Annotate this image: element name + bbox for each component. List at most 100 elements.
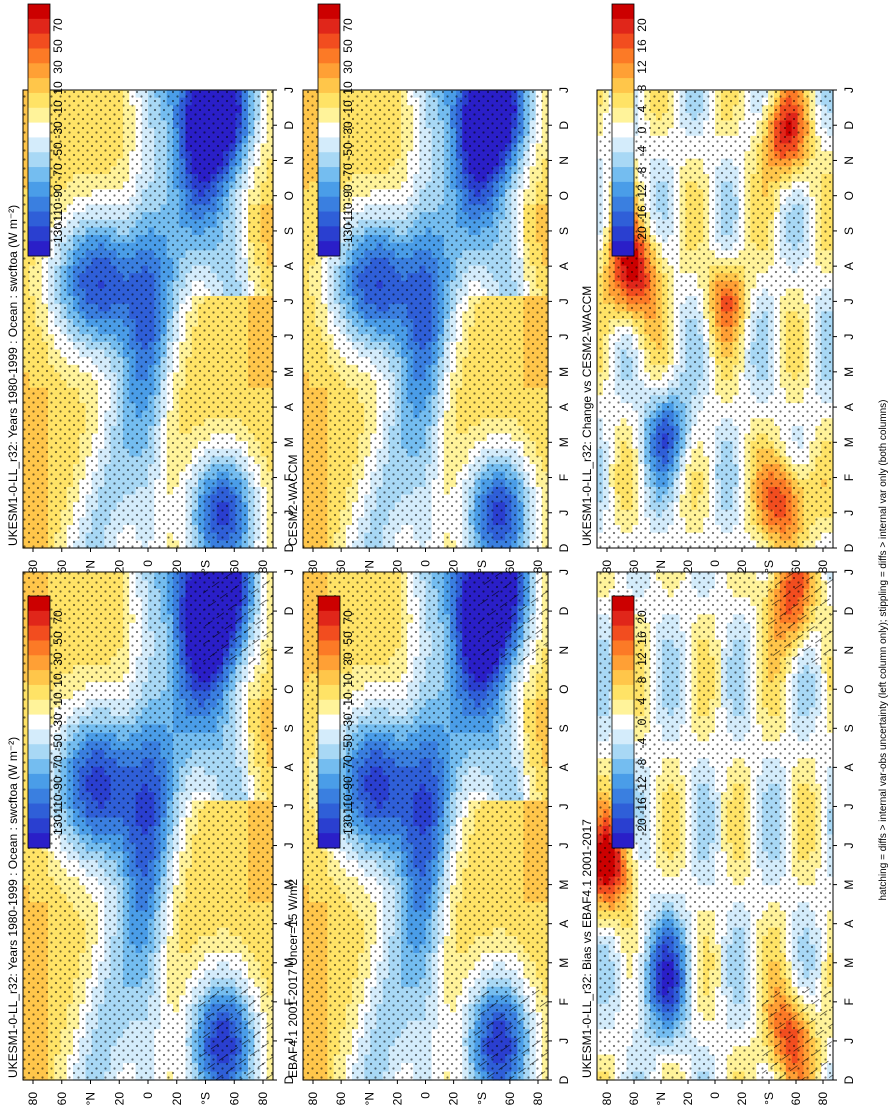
hatching-overlay	[198, 989, 273, 1080]
month-tick-label: N	[282, 156, 296, 165]
colorbar-tick-label: -70	[51, 755, 65, 773]
lat-tick-label: 20	[112, 560, 126, 574]
lat-tick-label: 80	[256, 1092, 270, 1105]
month-tick-label: J	[282, 843, 296, 849]
colorbar-tick-label: -50	[51, 734, 65, 752]
month-tick-label: S	[282, 724, 296, 732]
colorbar-swatch	[28, 640, 50, 655]
hatching-overlay	[203, 572, 273, 663]
colorbar-swatch	[28, 596, 50, 611]
month-tick-label: J	[282, 334, 296, 340]
colorbar-swatch	[28, 78, 50, 93]
colorbar-swatch	[28, 167, 50, 182]
colorbar-tick-label: 30	[51, 652, 65, 666]
colorbar-swatch	[28, 93, 50, 108]
panel-title: UKESM1-0-LL_r32: Years 1980-1999 : Ocean…	[6, 205, 20, 546]
colorbar-swatch	[28, 611, 50, 626]
colorbar-swatch	[28, 759, 50, 774]
colorbar-tick-label: -10	[51, 692, 65, 710]
colorbar-swatch	[28, 108, 50, 123]
month-tick-label: D	[282, 121, 296, 130]
colorbar-swatch	[28, 685, 50, 700]
colorbar-swatch	[28, 19, 50, 34]
colorbar-swatch	[28, 789, 50, 804]
colorbar-swatch	[28, 137, 50, 152]
colorbar-swatch	[28, 48, 50, 63]
colorbar-swatch	[28, 818, 50, 833]
colorbar-swatch	[28, 152, 50, 167]
month-tick-label: A	[282, 262, 296, 270]
colorbar-swatch	[28, 626, 50, 641]
lat-tick-label: 0	[141, 1092, 155, 1099]
colorbar-tick-label: -50	[51, 142, 65, 160]
month-tick-label: J	[282, 803, 296, 809]
colorbar-tick-label: 10	[51, 81, 65, 95]
colorbar-tick-label: -90	[51, 776, 65, 794]
colorbar-tick-label: -90	[51, 184, 65, 202]
colorbar-swatch	[28, 63, 50, 78]
colorbar-tick-label: 70	[51, 610, 65, 624]
panel-title: UKESM1-0-LL_r32: Years 1980-1999 : Ocean…	[6, 737, 20, 1078]
colorbar-tick-label: -130	[51, 815, 65, 839]
lat-tick-label: °S	[199, 1092, 213, 1105]
colorbar-swatch	[28, 34, 50, 49]
colorbar-tick-label: -70	[51, 163, 65, 181]
colorbar-tick-label: 30	[51, 60, 65, 74]
month-tick-label: A	[282, 763, 296, 771]
colorbar-tick-label: 50	[51, 631, 65, 645]
colorbar-tick-label: 10	[51, 673, 65, 687]
colorbar-tick-label: -110	[51, 202, 65, 225]
month-tick-label: M	[282, 437, 296, 447]
colorbar-swatch	[28, 744, 50, 759]
lat-tick-label: 60	[55, 1092, 69, 1105]
colorbar-tick-label: 70	[51, 18, 65, 32]
month-tick-label: O	[282, 685, 296, 694]
colorbar-swatch	[28, 729, 50, 744]
colorbar-tick-label: -130	[51, 223, 65, 247]
colorbar-tick-label: 50	[51, 39, 65, 53]
month-tick-label: N	[282, 646, 296, 655]
colorbar-tick-label: -10	[51, 100, 65, 118]
month-tick-label: O	[282, 191, 296, 200]
lat-tick-label: 80	[26, 1092, 40, 1105]
colorbar-swatch	[28, 226, 50, 241]
lat-tick-label: 80	[256, 560, 270, 574]
colorbar-swatch	[28, 774, 50, 789]
lat-tick-label: 60	[227, 1092, 241, 1105]
month-tick-label: J	[282, 87, 296, 93]
colorbar-swatch	[28, 197, 50, 212]
colorbar-swatch	[28, 700, 50, 715]
colorbar-tick-label: -110	[51, 794, 65, 817]
lat-tick-label: 20	[170, 1092, 184, 1105]
colorbar-swatch	[28, 670, 50, 685]
lat-tick-label: °N	[84, 1092, 98, 1105]
colorbar-swatch	[28, 182, 50, 197]
lat-tick-label: °N	[84, 560, 98, 573]
colorbar-swatch	[28, 715, 50, 730]
month-tick-label: J	[282, 298, 296, 304]
colorbar-swatch	[28, 212, 50, 227]
lat-tick-label: 20	[170, 560, 184, 574]
lat-tick-label: 20	[112, 1092, 126, 1105]
month-tick-label: A	[282, 403, 296, 411]
colorbar-swatch	[28, 833, 50, 848]
month-tick-label: M	[282, 367, 296, 377]
colorbar-tick-label: -30	[51, 121, 65, 139]
colorbar-swatch	[28, 804, 50, 819]
lat-tick-label: 60	[55, 560, 69, 574]
colorbar-swatch	[28, 241, 50, 256]
colorbar-tick-label: -30	[51, 713, 65, 731]
month-tick-label: S	[282, 227, 296, 235]
lat-tick-label: 60	[227, 560, 241, 574]
figure-footnote: hatching = diffs > internal var-obs unce…	[878, 400, 889, 901]
lat-tick-label: 80	[26, 560, 40, 574]
month-tick-label: J	[282, 569, 296, 575]
month-tick-label: D	[282, 606, 296, 615]
lat-tick-label: °S	[199, 560, 213, 573]
lat-tick-label: 0	[141, 560, 155, 567]
